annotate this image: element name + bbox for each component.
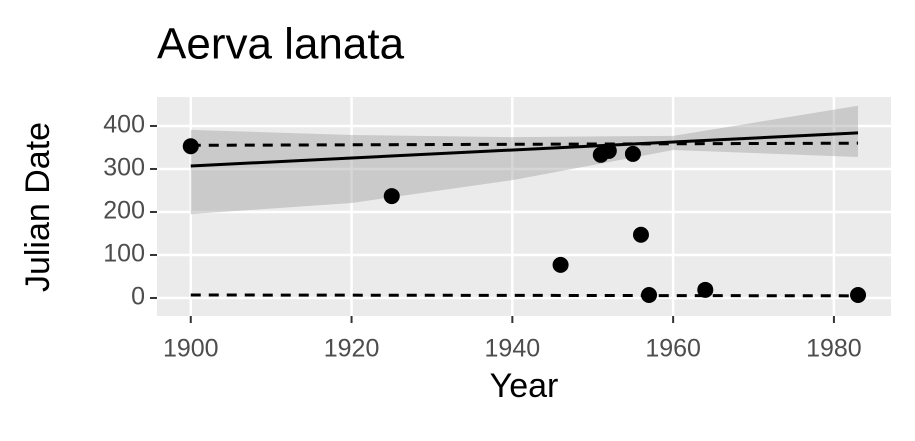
point [552,256,569,273]
y-axis-title: Julian Date [19,122,57,292]
x-tick-label: 1960 [645,335,701,363]
point [641,286,658,303]
x-tick-label: 1900 [163,335,219,363]
chart-title: Aerva lanata [157,20,405,69]
x-tick-label: 1940 [485,335,541,363]
point [632,226,649,243]
x-tick-label: 1920 [324,335,380,363]
point [850,286,867,303]
y-tick-label: 0 [131,283,145,311]
x-axis-title: Year [490,367,559,405]
y-tick-label: 100 [103,240,145,268]
quantile-lower-line [190,293,859,298]
y-tick-label: 400 [103,111,145,139]
quantile-upper-line [190,141,859,147]
point [697,281,714,298]
x-tick-label: 1980 [806,335,862,363]
y-tick-label: 200 [103,197,145,225]
point [600,142,617,159]
point [182,138,199,155]
panel [157,97,891,316]
point [383,188,400,205]
trend-line [190,131,859,168]
point [624,145,641,162]
confidence-band [190,105,859,215]
y-tick-label: 300 [103,154,145,182]
